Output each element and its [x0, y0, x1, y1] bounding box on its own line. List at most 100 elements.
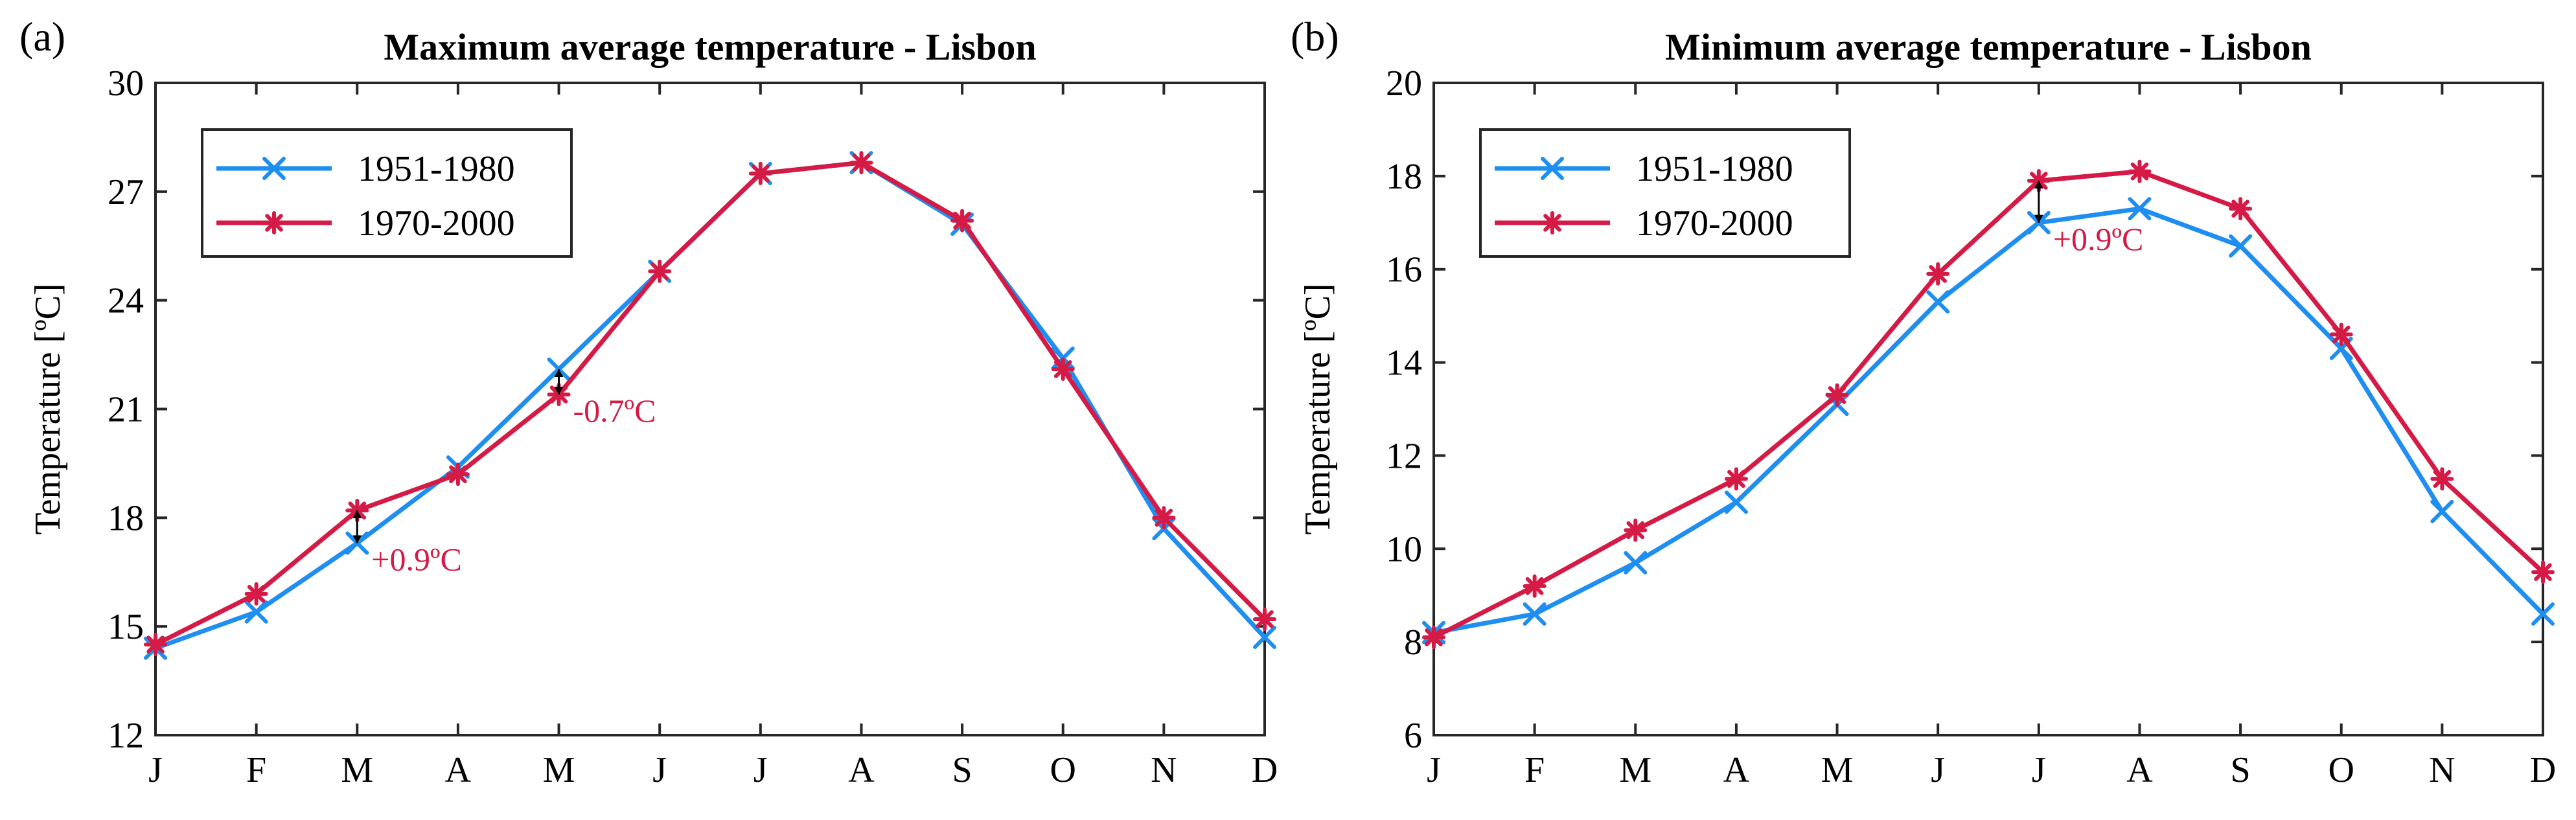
chart-title: Maximum average temperature - Lisbon: [384, 26, 1036, 68]
plot-frame: [1432, 82, 2544, 736]
data-point: [1624, 518, 1648, 542]
x-tick-label: J: [652, 750, 667, 790]
annotation-label: +0.9ºC: [2053, 221, 2144, 257]
data-point-stroke: [146, 635, 165, 654]
data-point-stroke: [1626, 521, 1645, 540]
y-axis-label: Temperature [ºC]: [1298, 283, 1338, 534]
legend-marker-stroke: [1541, 157, 1564, 180]
legend-label: 1970-2000: [358, 203, 515, 244]
y-tick-label: 20: [1386, 63, 1422, 104]
y-tick-label: 18: [1386, 157, 1422, 197]
data-point-stroke: [953, 211, 971, 230]
data-point: [2229, 197, 2253, 221]
legend-entry: 1970-2000: [216, 203, 515, 244]
x-tick-label: A: [445, 750, 472, 790]
data-point: [244, 600, 268, 624]
difference-annotation: +0.9ºC: [352, 510, 462, 577]
x-tick-label: M: [1619, 750, 1651, 790]
data-point-stroke: [2128, 197, 2152, 221]
legend-label: 1951-1980: [1636, 149, 1793, 189]
legend-marker: [262, 211, 286, 234]
y-tick-label: 12: [108, 716, 144, 756]
legend-entry: 1951-1980: [1495, 149, 1793, 189]
x-tick-label: O: [1050, 750, 1076, 790]
data-point: [2329, 323, 2353, 347]
data-point-stroke: [1727, 470, 1745, 488]
data-point-stroke: [1929, 265, 1947, 283]
data-point: [1926, 290, 1950, 314]
y-tick-label: 8: [1404, 622, 1422, 663]
data-point-stroke: [2531, 602, 2555, 626]
data-point: [1051, 357, 1075, 381]
panel-label: (b): [1291, 14, 1339, 60]
data-point-stroke: [2433, 470, 2452, 488]
chart-panel-b: (b) Minimum average temperature - Lisbon 6…: [1291, 14, 2556, 790]
data-point: [1624, 551, 1648, 575]
data-point: [1825, 383, 1849, 407]
data-point-stroke: [247, 585, 266, 603]
data-point-stroke: [650, 262, 669, 280]
x-tick-label: F: [1524, 750, 1545, 790]
data-point-stroke: [244, 600, 268, 624]
data-point-stroke: [2231, 199, 2249, 218]
legend: 1951-1980 1970-2000: [201, 128, 573, 258]
difference-annotation: -0.7ºC: [554, 369, 656, 429]
data-point: [748, 161, 772, 185]
series-1970-2000: [1422, 159, 2555, 649]
x-tick-label: O: [2329, 750, 2354, 790]
data-point-stroke: [449, 465, 467, 483]
data-point-stroke: [752, 165, 770, 183]
data-point: [1422, 625, 1445, 649]
data-point-stroke: [1926, 290, 1950, 314]
data-point-stroke: [1523, 602, 1547, 626]
data-point: [1724, 490, 1748, 514]
legend-label: 1951-1980: [358, 149, 515, 189]
y-tick-label: 14: [1386, 343, 1422, 383]
data-point: [950, 209, 974, 233]
y-tick-label: 6: [1404, 716, 1422, 756]
data-point: [2229, 234, 2253, 258]
x-tick-label: D: [1252, 750, 1278, 790]
x-tick-label: N: [1151, 750, 1177, 790]
x-tick-label: J: [753, 750, 768, 790]
data-point-stroke: [852, 154, 871, 172]
chart-panel-a: (a) Maximum average temperature - Lisbon 1…: [19, 14, 1278, 790]
data-point: [1724, 467, 1748, 491]
series-1970-2000: [144, 151, 1276, 657]
data-point-stroke: [2130, 162, 2149, 181]
x-tick-label: D: [2530, 750, 2556, 790]
data-point: [1152, 506, 1176, 530]
data-point: [2128, 197, 2152, 221]
data-point: [1523, 602, 1547, 626]
data-point: [1253, 607, 1276, 631]
y-tick-label: 30: [108, 63, 144, 104]
legend-marker: [262, 157, 286, 180]
chart-title: Minimum average temperature - Lisbon: [1665, 26, 2312, 68]
series-line: [1433, 206, 2545, 635]
data-point: [2430, 499, 2454, 523]
data-point: [1926, 262, 1950, 286]
y-tick-label: 21: [108, 390, 144, 430]
x-tick-label: A: [848, 750, 875, 790]
data-point: [1253, 625, 1276, 649]
annotation-arrow-head: [352, 535, 362, 543]
x-tick-label: J: [2032, 750, 2046, 790]
annotation-arrow-head: [554, 369, 564, 377]
x-tick-label: M: [341, 750, 373, 790]
data-point-stroke: [348, 501, 367, 519]
legend-label: 1970-2000: [1636, 203, 1793, 244]
x-tick-label: J: [1427, 750, 1441, 790]
y-tick-label: 18: [108, 498, 144, 538]
legend-entry: 1970-2000: [1495, 203, 1793, 244]
data-point-stroke: [1828, 386, 1846, 404]
data-point-stroke: [1253, 625, 1276, 649]
legend-box: [1479, 128, 1851, 258]
series-line: [154, 160, 1267, 647]
data-point-stroke: [2430, 499, 2454, 523]
x-tick-label: M: [543, 750, 575, 790]
data-point: [849, 151, 873, 175]
legend-marker: [1541, 157, 1564, 180]
data-point-stroke: [2332, 325, 2351, 344]
x-tick-label: S: [2231, 750, 2251, 790]
